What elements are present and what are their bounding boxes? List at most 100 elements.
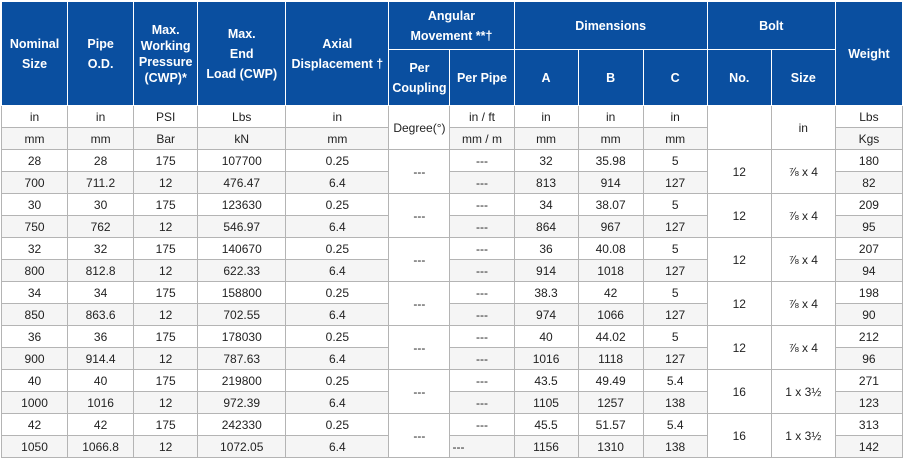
cell-weight: 94 [834,259,904,282]
cell-dim-b: 44.02 [577,325,644,348]
cell-axial: 0.25 [285,325,390,348]
cell-load: 622.33 [197,259,287,282]
cell-bolt-no: 16 [706,413,772,458]
cell-size: 1050 [0,435,69,458]
cell-pressure: 175 [133,325,199,348]
unit-cell: mm [0,127,69,150]
cell-size: 700 [0,171,69,194]
cell-dim-a: 1105 [513,391,579,414]
cell-dim-b: 914 [577,171,644,194]
unit-cell-bolt-size: in [770,105,836,150]
cell-dim-c: 127 [642,259,708,282]
cell-per-pipe: --- [449,369,515,392]
cell-weight: 142 [834,435,904,458]
header-axial-displacement: Axial Displacement † [285,1,390,106]
cell-per-coupling: --- [388,325,451,370]
cell-dim-a: 914 [513,259,579,282]
unit-cell: Kgs [834,127,904,150]
table-row: 900 914.4 12 787.63 6.4 --- 1016 1118 127 96 [0,347,904,370]
unit-cell-degree: Degree(°) [388,105,451,150]
cell-od: 36 [67,325,135,348]
cell-size: 1000 [0,391,69,414]
cell-od: 40 [67,369,135,392]
cell-dim-b: 42 [577,281,644,304]
unit-cell: mm / m [449,127,515,150]
cell-bolt-size: 1 x 3½ [770,413,836,458]
cell-dim-b: 49.49 [577,369,644,392]
cell-bolt-size: ⅞ x 4 [770,193,836,238]
cell-weight: 209 [834,193,904,216]
cell-weight: 123 [834,391,904,414]
cell-dim-a: 43.5 [513,369,579,392]
header-max-working-pressure: Max. Working Pressure (CWP)* [133,1,199,106]
units-row-imperial: in in PSI Lbs in Degree(°) in / ft in in… [0,105,904,150]
cell-axial: 0.25 [285,281,390,304]
cell-per-pipe: --- [449,237,515,260]
cell-per-pipe: --- [449,303,515,326]
cell-bolt-size: ⅞ x 4 [770,237,836,282]
cell-bolt-no: 16 [706,369,772,414]
cell-dim-a: 34 [513,193,579,216]
table-row: 36 36 175 178030 0.25 --- --- 40 44.02 5 12 ⅞ x 4 21… [0,325,904,370]
cell-dim-b: 1257 [577,391,644,414]
cell-axial: 6.4 [285,347,390,370]
cell-od: 34 [67,281,135,304]
cell-pressure: 12 [133,171,199,194]
cell-size: 36 [0,325,69,348]
cell-size: 30 [0,193,69,216]
table-body: in in PSI Lbs in Degree(°) in / ft in in… [0,105,904,150]
table-row: 750 762 12 546.97 6.4 --- 864 967 127 95 [0,215,904,238]
cell-axial: 0.25 [285,413,390,436]
cell-per-pipe: --- [449,171,515,194]
cell-load: 140670 [197,237,287,260]
header-dim-a: A [513,49,579,106]
table-row: 700 711.2 12 476.47 6.4 --- 813 914 127 82 [0,171,904,194]
cell-size: 850 [0,303,69,326]
cell-per-coupling: --- [388,369,451,414]
cell-per-pipe: --- [449,347,515,370]
cell-dim-c: 5 [642,281,708,304]
cell-pressure: 12 [133,215,199,238]
cell-od: 28 [67,149,135,172]
cell-load: 476.47 [197,171,287,194]
cell-dim-c: 5 [642,149,708,172]
cell-per-pipe: --- [449,149,515,172]
unit-cell: Lbs [197,105,287,128]
header-pipe-od: Pipe O.D. [67,1,135,106]
cell-dim-c: 5 [642,237,708,260]
cell-weight: 90 [834,303,904,326]
unit-cell: mm [285,127,390,150]
cell-od: 1016 [67,391,135,414]
unit-cell: in [513,105,579,128]
cell-dim-b: 1066 [577,303,644,326]
table-header: Nominal Size Pipe O.D. Max. Working Pressure… [0,1,904,106]
unit-cell: Bar [133,127,199,150]
cell-axial: 6.4 [285,435,390,458]
cell-axial: 0.25 [285,193,390,216]
cell-per-pipe: --- [449,193,515,216]
cell-dim-b: 40.08 [577,237,644,260]
cell-pressure: 175 [133,281,199,304]
cell-pressure: 175 [133,149,199,172]
cell-weight: 198 [834,281,904,304]
cell-per-pipe: --- [449,391,515,414]
cell-load: 219800 [197,369,287,392]
cell-weight: 95 [834,215,904,238]
cell-per-pipe: --- [449,413,515,436]
cell-dim-c: 5 [642,325,708,348]
cell-dim-c: 5.4 [642,413,708,436]
cell-pressure: 175 [133,369,199,392]
cell-dim-a: 36 [513,237,579,260]
cell-axial: 6.4 [285,215,390,238]
cell-od: 30 [67,193,135,216]
units-row-metric: mm mm Bar kN mm mm / m mm mm mm Kgs [0,127,904,150]
cell-dim-a: 40 [513,325,579,348]
cell-per-pipe: --- [449,435,515,458]
cell-size: 32 [0,237,69,260]
cell-dim-c: 5.4 [642,369,708,392]
unit-cell: in [67,105,135,128]
cell-axial: 6.4 [285,259,390,282]
cell-per-pipe: --- [449,281,515,304]
cell-pressure: 12 [133,435,199,458]
cell-dim-b: 1018 [577,259,644,282]
